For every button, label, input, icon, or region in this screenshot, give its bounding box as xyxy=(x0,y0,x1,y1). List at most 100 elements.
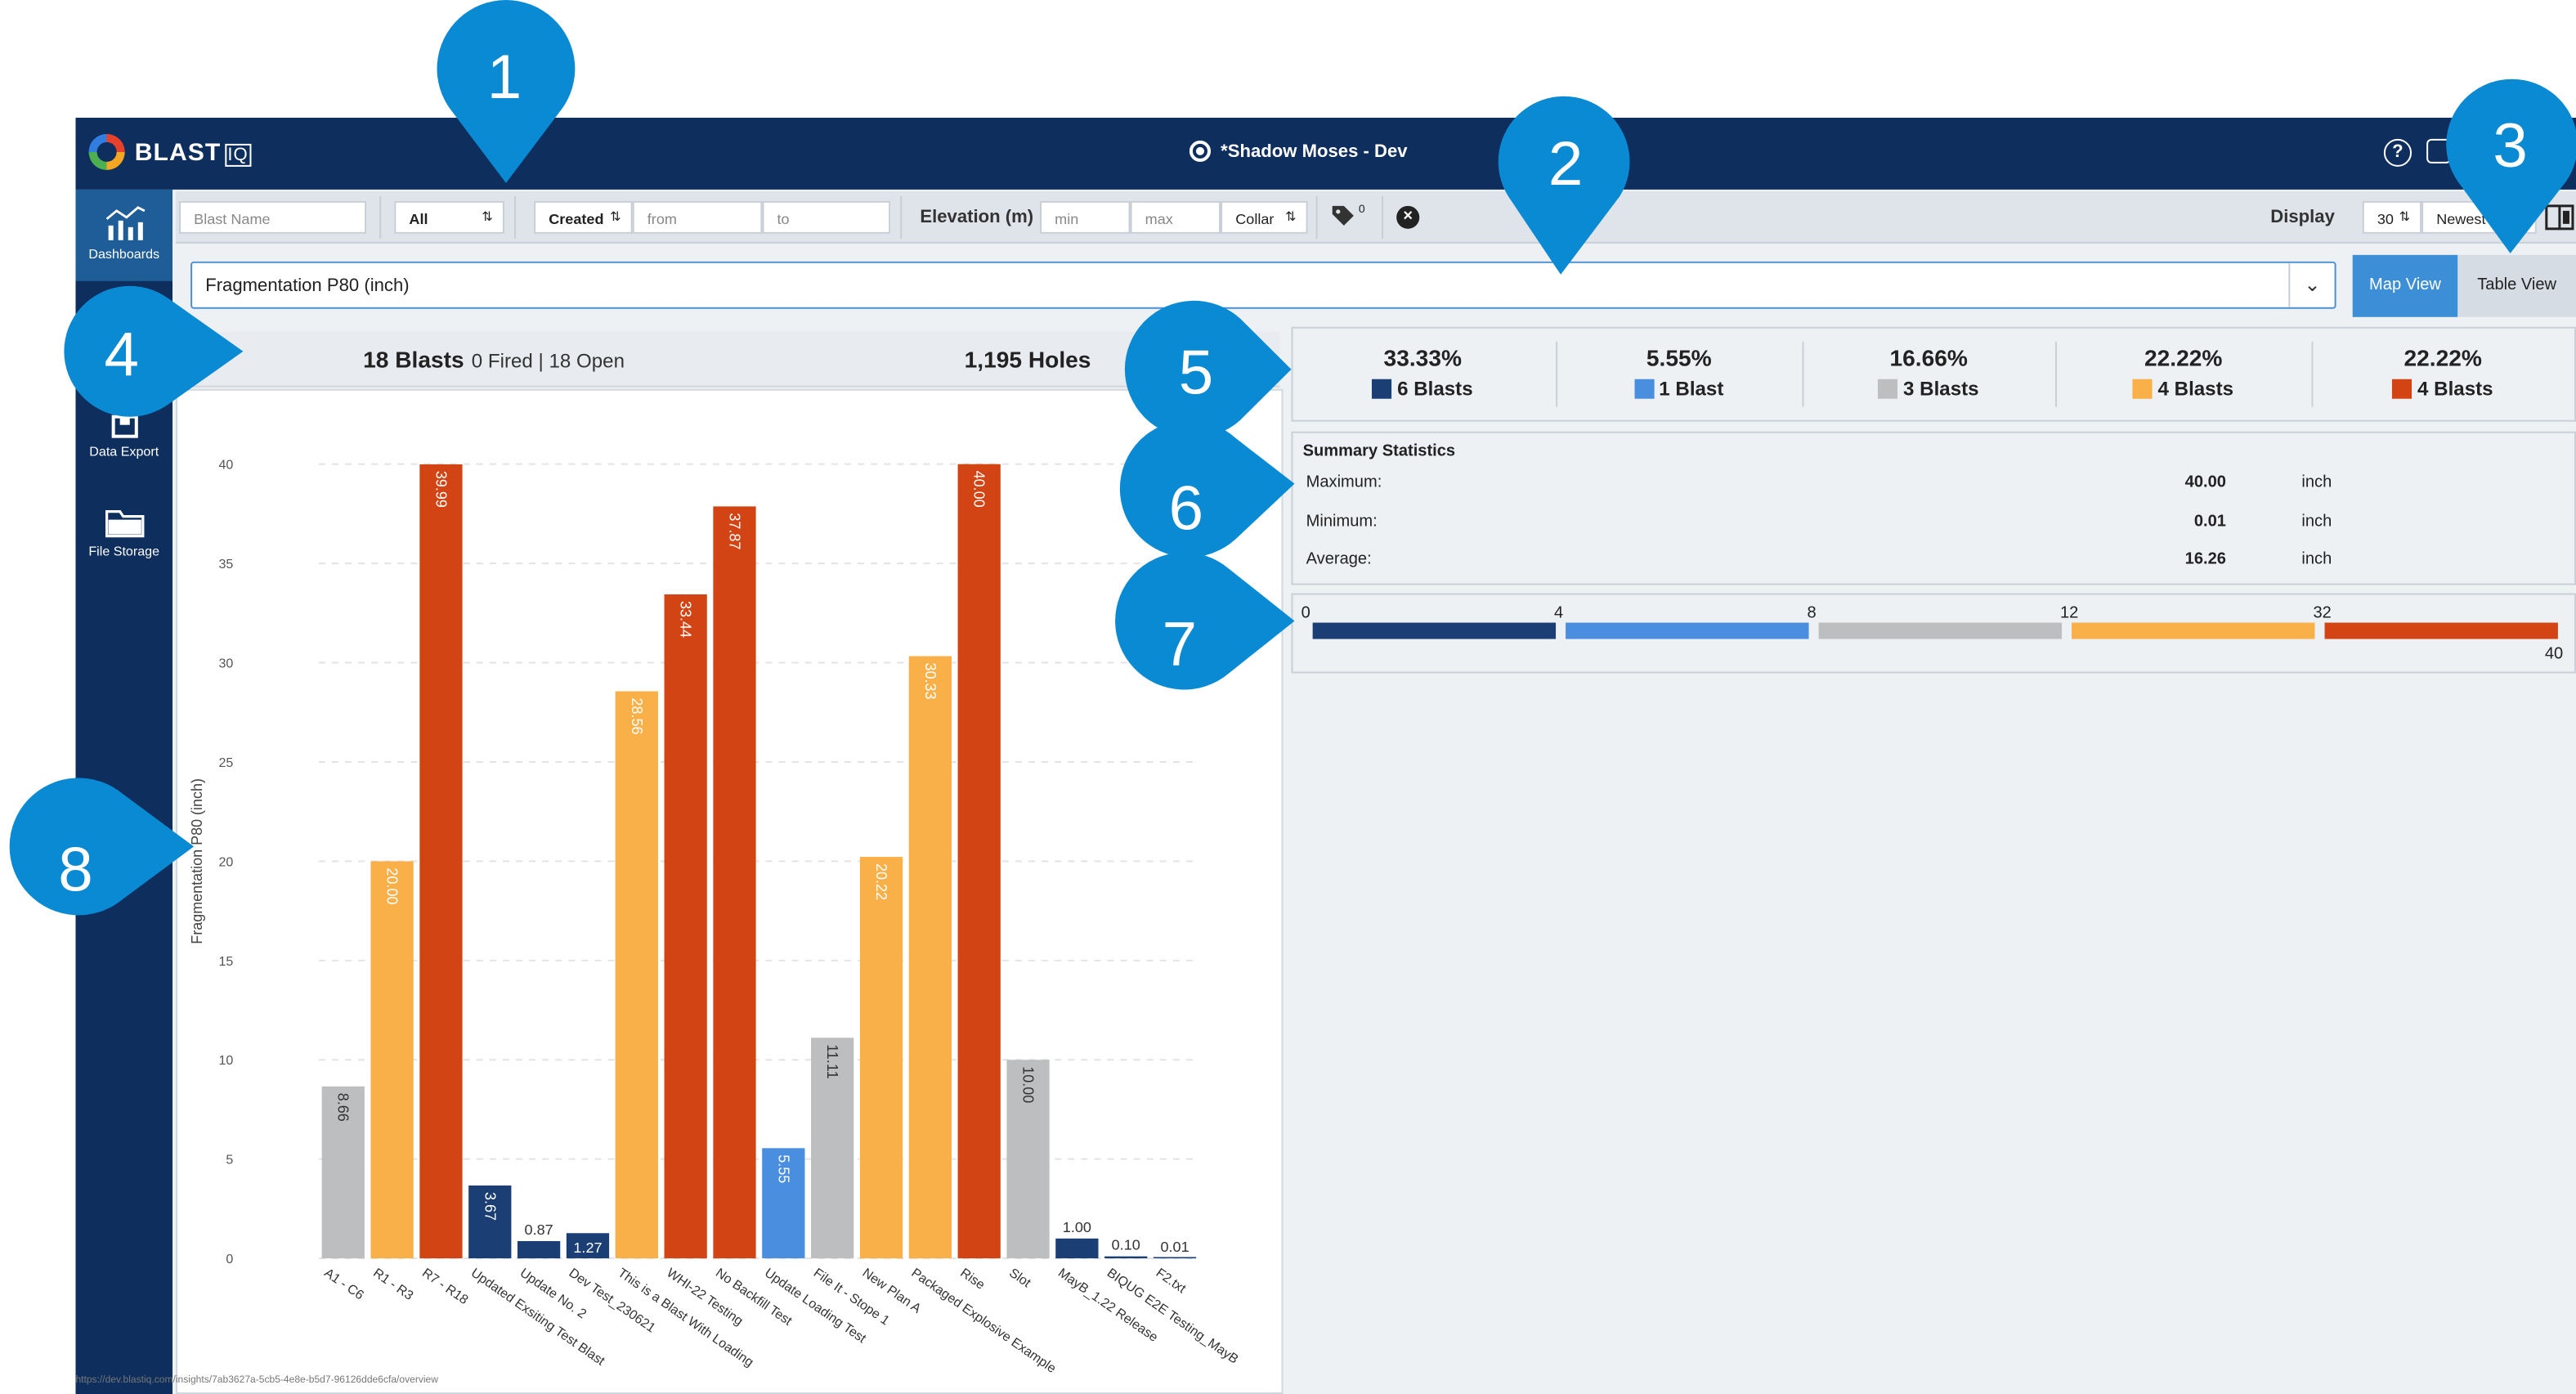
distribution-count: 3 Blasts xyxy=(1903,377,1979,401)
callout-number: 4 xyxy=(104,320,138,390)
scale-band-grey xyxy=(1818,622,2063,639)
callout-number: 1 xyxy=(487,43,522,112)
metric-select[interactable]: Fragmentation P80 (inch) ⌄ xyxy=(190,261,2336,309)
bar xyxy=(762,1148,805,1259)
callout-number: 3 xyxy=(2493,111,2527,181)
y-tick-label: 20 xyxy=(218,854,233,869)
bar-value-label: 0.10 xyxy=(1112,1237,1140,1253)
y-tick-label: 0 xyxy=(226,1252,233,1266)
elevation-label: Elevation (m) xyxy=(920,207,1034,227)
column-layout-icon[interactable] xyxy=(2545,204,2574,231)
bar xyxy=(1104,1256,1148,1259)
blast-summary-bar: 18 Blasts 0 Fired | 18 Open 1,195 Holes xyxy=(176,331,1280,388)
y-tick-label: 15 xyxy=(218,954,233,969)
divider xyxy=(2311,341,2314,407)
bar-value-label: 0.87 xyxy=(525,1221,553,1238)
callout-number: 8 xyxy=(58,836,92,905)
bar xyxy=(713,506,756,1259)
color-swatch xyxy=(2133,379,2153,399)
map-view-button[interactable]: Map View xyxy=(2352,254,2458,317)
location-target-icon xyxy=(1189,140,1212,162)
date-type-select[interactable]: Created xyxy=(534,200,633,234)
divider xyxy=(1556,341,1558,407)
blast-name-input[interactable]: Blast Name xyxy=(179,200,367,234)
summary-statistics: Summary Statistics Maximum: 40.00 inch Min… xyxy=(1291,431,2576,585)
color-swatch xyxy=(2392,379,2413,399)
scale-tick: 12 xyxy=(2060,604,2079,623)
distribution-percent: 22.22% xyxy=(2144,344,2223,371)
bar-value-label: 20.22 xyxy=(873,863,889,900)
logo-ring-icon xyxy=(88,133,125,170)
stat-unit: inch xyxy=(2301,473,2332,492)
divider xyxy=(379,195,382,239)
tag-count: 0 xyxy=(1358,204,1365,216)
sidebar-item-label: File Storage xyxy=(88,544,160,559)
bar xyxy=(419,464,463,1259)
divider xyxy=(513,195,517,239)
scale-band-red xyxy=(2324,622,2558,639)
bar-value-label: 10.00 xyxy=(1020,1066,1037,1103)
date-from-input[interactable]: from xyxy=(632,200,763,234)
sidebar-item-file-storage[interactable]: File Storage xyxy=(75,500,172,566)
date-to-input[interactable]: to xyxy=(762,200,891,234)
y-axis-label: Fragmentation P80 (inch) xyxy=(189,778,205,944)
elevation-max-input[interactable]: max xyxy=(1130,200,1221,234)
stat-row: Maximum: 40.00 inch xyxy=(1306,474,2555,497)
scale-band-blue xyxy=(1566,622,1809,639)
sidebar-item-data-export[interactable]: Data Export xyxy=(75,407,172,473)
y-tick-label: 5 xyxy=(226,1153,233,1168)
distribution-percent: 5.55% xyxy=(1646,344,1712,371)
scale-tick: 4 xyxy=(1554,604,1564,623)
scale-band-dark-blue xyxy=(1312,622,1557,639)
distribution-cell: 22.22% 4 Blasts xyxy=(2055,329,2311,420)
display-label: Display xyxy=(2270,207,2335,227)
stat-row: Minimum: 0.01 inch xyxy=(1306,513,2555,536)
distribution-cell: 5.55% 1 Blast xyxy=(1556,329,1802,420)
callout-number: 5 xyxy=(1179,338,1213,408)
distribution-percent: 22.22% xyxy=(2404,344,2482,371)
callout-7: 7 xyxy=(1115,552,1295,690)
bar xyxy=(1055,1238,1099,1259)
stat-value: 0.01 xyxy=(2193,513,2226,531)
color-swatch xyxy=(1878,379,1899,399)
sidebar-item-dashboards[interactable]: Dashboards xyxy=(75,189,173,281)
distribution-percent: 16.66% xyxy=(1889,344,1968,371)
table-view-button[interactable]: Table View xyxy=(2457,254,2576,317)
y-tick-label: 40 xyxy=(218,458,233,473)
stat-unit: inch xyxy=(2301,513,2332,531)
stat-label: Average: xyxy=(1306,550,1372,569)
bar-value-label: 30.33 xyxy=(922,663,939,700)
bar xyxy=(811,1038,854,1259)
distribution-count: 6 Blasts xyxy=(1397,377,1473,401)
distribution-percent: 33.33% xyxy=(1383,344,1462,371)
metric-select-value: Fragmentation P80 (inch) xyxy=(205,276,410,296)
stat-label: Minimum: xyxy=(1306,513,1378,531)
elevation-min-input[interactable]: min xyxy=(1040,200,1131,234)
dashboard-chart-icon xyxy=(105,206,145,240)
display-count-select[interactable]: 30 xyxy=(2362,200,2422,234)
bar-value-label: 1.00 xyxy=(1063,1219,1091,1235)
distribution-cell: 22.22% 4 Blasts xyxy=(2311,329,2574,420)
color-swatch xyxy=(1634,379,1655,399)
status-bar-url: https://dev.blastiq.com/insights/7ab3627… xyxy=(75,1376,438,1387)
bar xyxy=(908,656,952,1259)
scale-tick: 40 xyxy=(2544,645,2564,664)
bar-value-label: 37.87 xyxy=(726,513,742,549)
fired-open-count: 0 Fired | 18 Open xyxy=(471,349,625,373)
y-tick-label: 35 xyxy=(218,557,233,571)
elevation-reference-select[interactable]: Collar xyxy=(1221,200,1308,234)
project-selector[interactable]: *Shadow Moses - Dev xyxy=(1189,140,1408,162)
status-select[interactable]: All xyxy=(394,200,504,234)
bar-value-label: 8.66 xyxy=(335,1093,352,1122)
callout-6: 6 xyxy=(1119,419,1295,558)
blastiq-app-window: BLAST IQ *Shadow Moses - Dev ? Dashboards xyxy=(75,117,2576,1394)
stat-value: 40.00 xyxy=(2184,473,2226,492)
blastiq-logo[interactable]: BLAST IQ xyxy=(88,133,252,170)
bar-value-label: 0.01 xyxy=(1160,1239,1189,1255)
callout-3: 3 xyxy=(2446,78,2576,253)
bar-value-label: 40.00 xyxy=(971,471,988,508)
clear-filters-icon[interactable]: × xyxy=(1396,205,1420,229)
help-icon[interactable]: ? xyxy=(2383,138,2412,167)
tag-filter-button[interactable]: 0 xyxy=(1331,204,1365,229)
